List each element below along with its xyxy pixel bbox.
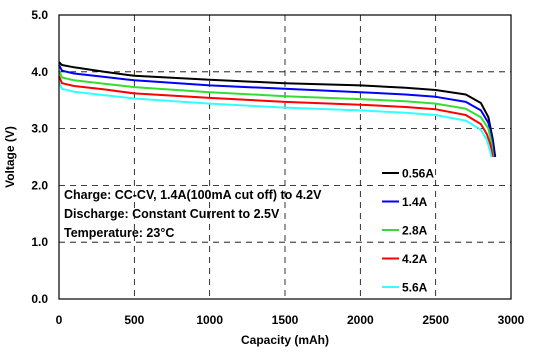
tick-labels: 0 500 1000 1500 2000 2500 3000 0.0 1.0 2.0 3.0 4.0 5… bbox=[31, 8, 524, 327]
gridlines bbox=[59, 15, 511, 299]
y-tick-label: 0.0 bbox=[31, 292, 48, 306]
series-line-5.6A bbox=[58, 81, 493, 158]
x-tick-label: 1000 bbox=[196, 313, 223, 327]
series-lines bbox=[58, 61, 497, 158]
annotation-charge: Charge: CC-CV, 1.4A(100mA cut off) to 4.… bbox=[64, 188, 322, 202]
y-tick-label: 4.0 bbox=[31, 65, 48, 79]
series-line-2.8A bbox=[58, 70, 495, 158]
annotation-temperature: Temperature: 23°C bbox=[64, 226, 174, 240]
x-axis-label: Capacity (mAh) bbox=[241, 333, 329, 347]
legend-label: 4.2A bbox=[402, 252, 428, 266]
legend: 0.56A 1.4A 2.8A 4.2A 5.6A bbox=[382, 167, 434, 295]
y-tick-label: 1.0 bbox=[31, 235, 48, 249]
plot-frame bbox=[58, 14, 512, 300]
x-tick-label: 3000 bbox=[498, 313, 525, 327]
x-tick-label: 2500 bbox=[422, 313, 449, 327]
legend-label: 5.6A bbox=[402, 281, 428, 295]
y-axis-label: Voltage (V) bbox=[3, 126, 17, 188]
legend-label: 2.8A bbox=[402, 224, 428, 238]
annotation-discharge: Discharge: Constant Current to 2.5V bbox=[64, 207, 280, 221]
x-tick-label: 0 bbox=[56, 313, 63, 327]
x-tick-label: 1500 bbox=[272, 313, 299, 327]
y-tick-label: 3.0 bbox=[31, 122, 48, 136]
series-line-0.56A bbox=[58, 61, 497, 158]
legend-label: 1.4A bbox=[402, 195, 428, 209]
x-tick-label: 500 bbox=[124, 313, 144, 327]
y-tick-label: 5.0 bbox=[31, 8, 48, 22]
y-tick-label: 2.0 bbox=[31, 178, 48, 192]
legend-label: 0.56A bbox=[402, 167, 434, 181]
x-tick-label: 2000 bbox=[347, 313, 374, 327]
series-line-4.2A bbox=[58, 75, 494, 158]
series-line-1.4A bbox=[58, 64, 496, 158]
